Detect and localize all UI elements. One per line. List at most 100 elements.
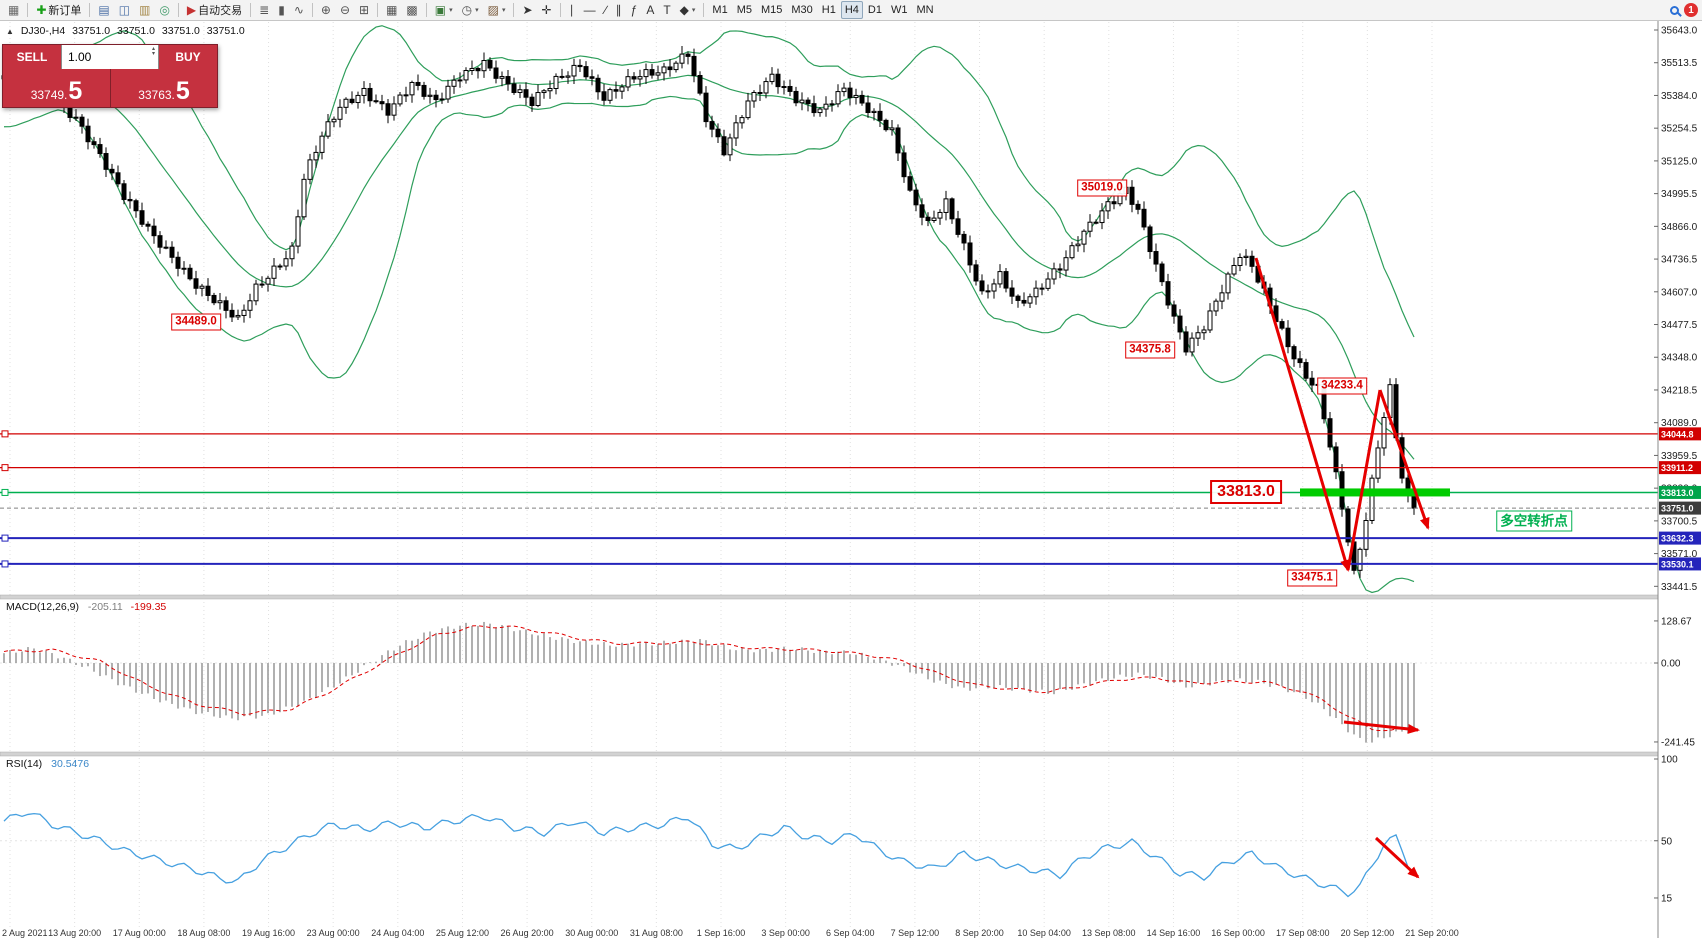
svg-text:33632.3: 33632.3 bbox=[1661, 534, 1694, 544]
market-watch-icon[interactable]: ▤ bbox=[98, 3, 110, 17]
macd-name: MACD(12,26,9) bbox=[6, 601, 79, 613]
svg-text:15: 15 bbox=[1661, 893, 1673, 904]
svg-text:19 Aug 16:00: 19 Aug 16:00 bbox=[242, 928, 295, 938]
high-value: 33751.0 bbox=[117, 25, 155, 37]
buy-price-big-digit: 5 bbox=[175, 77, 190, 105]
toolbar-separator bbox=[311, 3, 313, 17]
svg-text:33911.2: 33911.2 bbox=[1661, 463, 1693, 473]
svg-text:10 Sep 04:00: 10 Sep 04:00 bbox=[1017, 928, 1071, 938]
candlestick-icon[interactable]: ▮ bbox=[278, 3, 285, 17]
symbol-expand-icon[interactable]: ▲ bbox=[6, 27, 14, 36]
navigator-icon[interactable]: ◫ bbox=[118, 3, 131, 17]
sell-button[interactable]: SELL bbox=[3, 45, 61, 69]
period-selector-icon[interactable]: ◷ ▾ bbox=[461, 3, 479, 17]
vertical-line-icon[interactable]: ∣ bbox=[568, 3, 575, 17]
lot-spinner[interactable]: ▴ ▾ bbox=[151, 46, 155, 57]
new-chart-icon[interactable]: ▣ ▾ bbox=[434, 3, 453, 17]
tf-d1-button[interactable]: D1 bbox=[867, 4, 882, 16]
svg-text:1 Sep 16:00: 1 Sep 16:00 bbox=[697, 928, 746, 938]
tf-m5-button[interactable]: M5 bbox=[736, 4, 752, 16]
lot-size-input[interactable]: 1.00 ▴ ▾ bbox=[61, 45, 159, 69]
terminal-icon[interactable]: ▥ bbox=[139, 3, 151, 17]
chart-window-icon[interactable]: ▦ bbox=[8, 3, 20, 17]
buy-price[interactable]: 33763. 5 bbox=[110, 69, 217, 107]
lot-spinner-down-icon[interactable]: ▾ bbox=[151, 51, 155, 57]
crosshair-icon[interactable]: ✛ bbox=[541, 3, 552, 17]
lot-spinner-up-icon[interactable]: ▴ bbox=[151, 46, 155, 52]
text-icon[interactable]: A bbox=[646, 3, 655, 17]
svg-text:16 Sep 00:00: 16 Sep 00:00 bbox=[1211, 928, 1265, 938]
svg-text:35254.5: 35254.5 bbox=[1661, 124, 1698, 135]
svg-text:33530.1: 33530.1 bbox=[1661, 559, 1694, 569]
toolbar-separator bbox=[513, 3, 515, 17]
svg-text:18 Aug 08:00: 18 Aug 08:00 bbox=[177, 928, 230, 938]
tf-mn-button[interactable]: MN bbox=[916, 4, 934, 16]
toolbar-separator bbox=[703, 3, 705, 17]
svg-text:34089.0: 34089.0 bbox=[1661, 418, 1698, 429]
channel-icon[interactable]: ∥ bbox=[615, 3, 622, 17]
macd-indicator-label: MACD(12,26,9) -205.11 -199.35 bbox=[6, 601, 166, 613]
svg-text:34477.5: 34477.5 bbox=[1661, 320, 1698, 331]
tf-w1-button[interactable]: W1 bbox=[890, 4, 908, 16]
one-click-trade-panel: SELL 1.00 ▴ ▾ BUY 33749. 5 33763. 5 bbox=[2, 44, 218, 108]
autotrading-button[interactable]: ▶ 自动交易 bbox=[186, 3, 243, 17]
line-chart-icon[interactable]: ∿ bbox=[293, 3, 304, 17]
trendline-icon[interactable]: ∕ bbox=[604, 3, 607, 17]
buy-price-main: 33763. bbox=[138, 88, 175, 102]
svg-text:50: 50 bbox=[1661, 836, 1673, 847]
svg-text:17 Sep 08:00: 17 Sep 08:00 bbox=[1276, 928, 1330, 938]
cursor-icon[interactable]: ➤ bbox=[522, 3, 533, 17]
tf-m1-button[interactable]: M1 bbox=[712, 4, 728, 16]
macd-main-value: -205.11 bbox=[87, 601, 123, 613]
sell-price[interactable]: 33749. 5 bbox=[3, 69, 110, 107]
fibonacci-icon[interactable]: ƒ bbox=[630, 3, 638, 17]
rsi-indicator-label: RSI(14) 30.5476 bbox=[6, 758, 89, 770]
svg-text:13 Aug 20:00: 13 Aug 20:00 bbox=[48, 928, 101, 938]
svg-text:21 Sep 20:00: 21 Sep 20:00 bbox=[1405, 928, 1459, 938]
svg-text:30 Aug 00:00: 30 Aug 00:00 bbox=[565, 928, 618, 938]
svg-text:26 Aug 20:00: 26 Aug 20:00 bbox=[501, 928, 554, 938]
ohlc-bars-icon[interactable]: ≣ bbox=[259, 3, 270, 17]
search-icon[interactable] bbox=[1666, 1, 1683, 19]
svg-text:23 Aug 00:00: 23 Aug 00:00 bbox=[307, 928, 360, 938]
new-order-button[interactable]: ✚ 新订单 bbox=[36, 3, 82, 17]
svg-text:35384.0: 35384.0 bbox=[1661, 91, 1698, 102]
svg-text:35513.5: 35513.5 bbox=[1661, 58, 1698, 69]
toolbar-separator bbox=[177, 3, 179, 17]
buy-button[interactable]: BUY bbox=[159, 45, 217, 69]
tile-windows-icon[interactable]: ⊞ bbox=[359, 3, 370, 17]
toolbar-separator bbox=[559, 3, 561, 17]
horizontal-line-icon[interactable]: ― bbox=[583, 3, 596, 17]
template-icon[interactable]: ▨ ▾ bbox=[487, 3, 506, 17]
svg-text:33571.0: 33571.0 bbox=[1661, 549, 1698, 560]
rsi-value: 30.5476 bbox=[51, 758, 90, 770]
svg-text:3 Sep 00:00: 3 Sep 00:00 bbox=[761, 928, 810, 938]
notification-badge[interactable]: 1 bbox=[1684, 3, 1698, 17]
label-icon[interactable]: T bbox=[663, 3, 671, 17]
grid-icon[interactable]: ▩ bbox=[406, 3, 418, 17]
svg-text:33441.5: 33441.5 bbox=[1661, 582, 1698, 593]
auto-arrange-icon[interactable]: ▦ bbox=[386, 3, 398, 17]
svg-text:34866.0: 34866.0 bbox=[1661, 222, 1698, 233]
zoom-out-icon[interactable]: ⊖ bbox=[339, 3, 351, 17]
close-value: 33751.0 bbox=[206, 25, 245, 37]
low-value: 33751.0 bbox=[161, 25, 200, 37]
svg-text:34995.5: 34995.5 bbox=[1661, 189, 1698, 200]
zoom-in-icon[interactable]: ⊕ bbox=[320, 3, 331, 17]
symbol-ohlc-readout: ▲ DJ30-,H4 33751.0 33751.0 33751.0 33751… bbox=[6, 25, 249, 37]
open-value: 33751.0 bbox=[72, 25, 111, 37]
svg-text:-241.45: -241.45 bbox=[1661, 737, 1695, 748]
tf-m30-button[interactable]: M30 bbox=[791, 4, 813, 16]
tf-m15-button[interactable]: M15 bbox=[760, 4, 783, 16]
tf-h1-button[interactable]: H1 bbox=[821, 4, 836, 16]
lot-size-value: 1.00 bbox=[68, 50, 92, 64]
toolbar-separator bbox=[425, 3, 427, 17]
svg-text:33959.5: 33959.5 bbox=[1661, 451, 1698, 462]
toolbar-separator bbox=[250, 3, 252, 17]
sell-price-big-digit: 5 bbox=[68, 77, 83, 105]
tf-h4-button[interactable]: H4 bbox=[840, 1, 863, 19]
strategy-tester-icon[interactable]: ◎ bbox=[159, 3, 170, 17]
sell-price-main: 33749. bbox=[30, 88, 68, 102]
shapes-icon[interactable]: ◆ ▾ bbox=[679, 3, 696, 17]
